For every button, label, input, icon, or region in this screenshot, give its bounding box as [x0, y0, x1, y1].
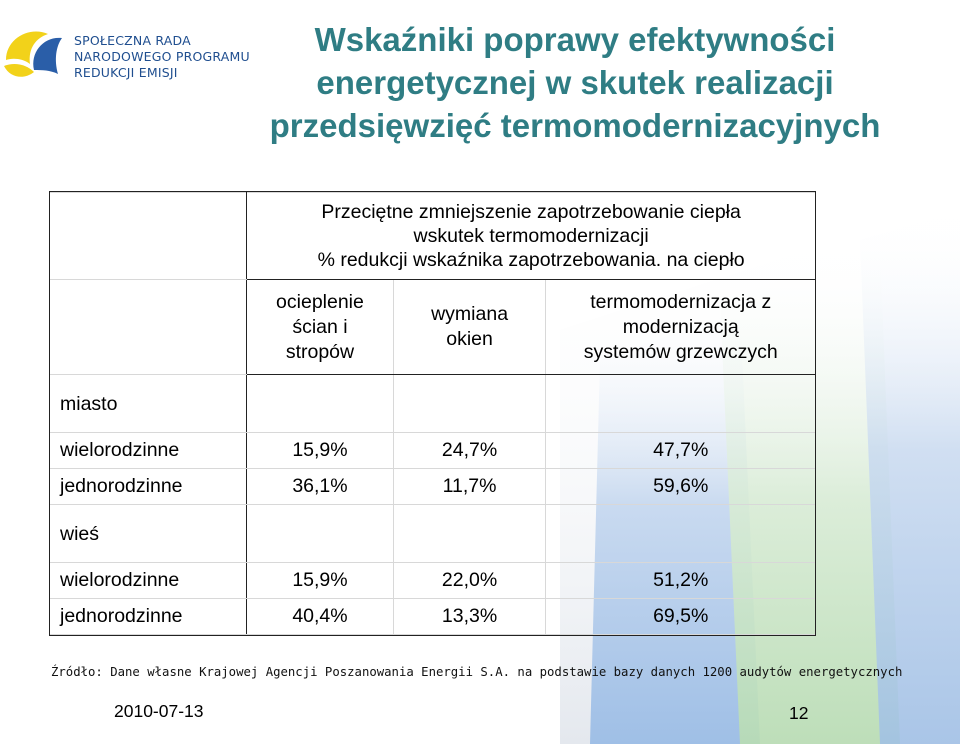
table-row: wielorodzinne 15,9% 24,7% 47,7% [50, 432, 815, 469]
column-header-heating: termomodernizacja z modernizacją systemó… [545, 279, 815, 375]
slide-date: 2010-07-13 [114, 701, 204, 721]
table-row: jednorodzinne 40,4% 13,3% 69,5% [50, 598, 815, 635]
cell-heating: 59,6% [545, 468, 815, 505]
table-row: wielorodzinne 15,9% 22,0% 51,2% [50, 562, 815, 599]
page-title: Wskaźniki poprawy efektywności energetyc… [200, 18, 950, 147]
col1-line-1: ocieplenie [276, 290, 364, 313]
cell-heating: 51,2% [545, 562, 815, 599]
row-label: jednorodzinne [50, 468, 248, 505]
col3-line-1: termomodernizacja z [590, 290, 772, 313]
section-row-city: miasto [50, 374, 815, 433]
cell-insulation: 15,9% [246, 562, 394, 599]
cell-windows: 13,3% [392, 598, 546, 635]
row-label: wielorodzinne [50, 432, 248, 469]
header-line-3: % redukcji wskaźnika zapotrzebowania. na… [317, 249, 745, 271]
page-number: 12 [789, 703, 809, 723]
logo-line-2: NARODOWEGO PROGRAMU [74, 49, 250, 64]
cell-windows: 24,7% [392, 432, 546, 469]
table-row: jednorodzinne 36,1% 11,7% 59,6% [50, 468, 815, 505]
logo-line-1: SPOŁECZNA RADA [74, 33, 191, 48]
data-table: Przeciętne zmniejszenie zapotrzebowanie … [49, 191, 816, 636]
title-line-3: przedsięwzięć termomodernizacyjnych [269, 107, 881, 144]
section-label: miasto [50, 374, 248, 433]
cell-heating: 47,7% [545, 432, 815, 469]
logo-line-3: REDUKCJI EMISJI [74, 65, 178, 80]
column-header-insulation: ocieplenie ścian i stropów [246, 279, 394, 375]
title-line-2: energetycznej w skutek realizacji [316, 64, 834, 101]
source-note: Źródło: Dane własne Krajowej Agencji Pos… [51, 665, 903, 679]
col2-line-2: okien [446, 328, 493, 350]
cell-windows: 11,7% [392, 468, 546, 505]
header-line-1: Przeciętne zmniejszenie zapotrzebowanie … [321, 201, 741, 223]
cell-insulation: 40,4% [246, 598, 394, 635]
row-label: jednorodzinne [50, 598, 248, 635]
table-corner-cell-2 [50, 279, 248, 375]
section-row-village: wieś [50, 504, 815, 563]
logo-emblem [4, 31, 62, 77]
cell-insulation: 36,1% [246, 468, 394, 505]
col3-line-3: systemów grzewczych [583, 340, 778, 363]
row-label: wielorodzinne [50, 562, 248, 599]
col1-line-3: stropów [285, 340, 355, 363]
col2-line-1: wymiana [431, 303, 509, 325]
cell-heating: 69,5% [545, 598, 815, 635]
section-label: wieś [50, 504, 248, 563]
cell-insulation: 15,9% [246, 432, 394, 469]
table-corner-cell [50, 192, 248, 280]
logo-text: SPOŁECZNA RADA NARODOWEGO PROGRAMU REDUK… [74, 33, 250, 81]
column-header-windows: wymiana okien [392, 279, 546, 375]
col3-line-2: modernizacją [622, 315, 739, 338]
table-main-header: Przeciętne zmniejszenie zapotrzebowanie … [246, 192, 815, 280]
header-line-2: wskutek termomodernizacji [413, 225, 649, 247]
col1-line-2: ścian i [292, 315, 348, 338]
title-line-1: Wskaźniki poprawy efektywności [314, 21, 836, 58]
cell-windows: 22,0% [392, 562, 546, 599]
